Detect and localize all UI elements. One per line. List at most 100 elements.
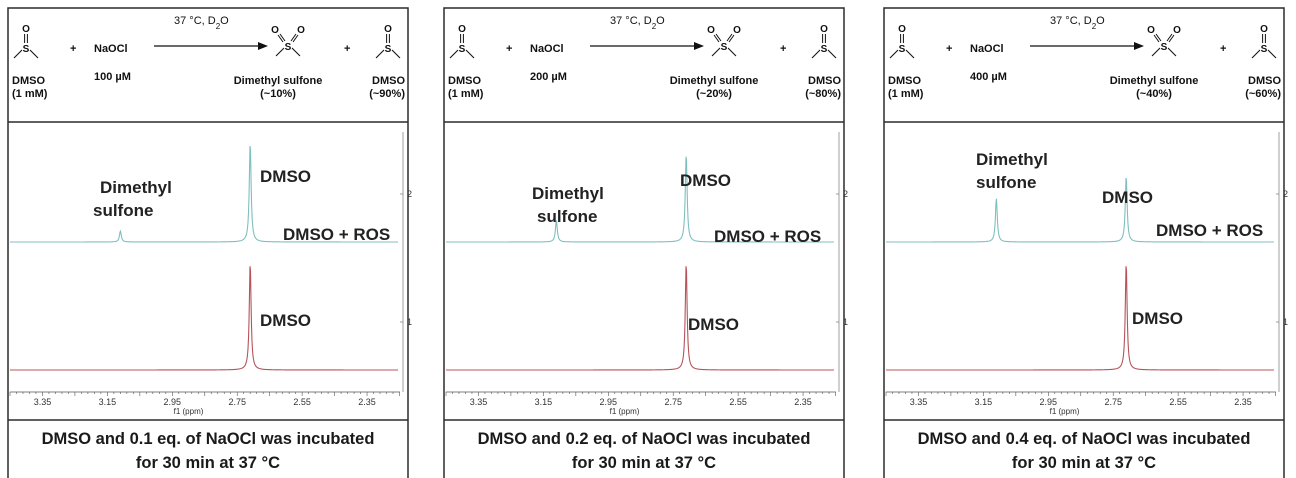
svg-text:O: O (271, 25, 279, 36)
dimethyl-sulfone-structure: SO O (1147, 25, 1181, 57)
svg-text:O: O (1260, 24, 1268, 35)
x-tick-label: 2.55 (1169, 397, 1187, 407)
dimethyl-sulfone-structure: SO O (271, 25, 305, 57)
x-tick-label: 3.15 (99, 397, 117, 407)
reaction-arrowhead (258, 42, 268, 50)
label-dmso-ros: DMSO + ROS (714, 227, 821, 246)
label-dmso-bottom: DMSO (1132, 309, 1183, 328)
caption-line1: DMSO and 0.1 eq. of NaOCl was incubated (42, 430, 375, 448)
caption-line1: DMSO and 0.2 eq. of NaOCl was incubated (478, 430, 811, 448)
svg-text:S: S (899, 44, 906, 55)
reactant-name: DMSO (888, 75, 921, 87)
label-dmso-bottom: DMSO (688, 315, 739, 334)
svg-text:O: O (1147, 25, 1155, 36)
svg-text:S: S (721, 42, 728, 53)
x-tick-label: 3.15 (535, 397, 553, 407)
reagent-name: NaOCl (530, 43, 564, 55)
label-dmso-bottom: DMSO (260, 311, 311, 330)
x-tick-label: 2.35 (794, 397, 812, 407)
reaction-arrowhead (1134, 42, 1144, 50)
x-tick-label: 2.75 (664, 397, 682, 407)
svg-text:O: O (820, 24, 828, 35)
x-tick-label: 2.95 (600, 397, 618, 407)
caption-line2: for 30 min at 37 °C (1012, 454, 1156, 472)
spectrum-trace-1 (446, 266, 834, 371)
remaining-name: DMSO (1248, 75, 1281, 87)
label-dimethyl-sulfone-line2: sulfone (537, 207, 597, 226)
svg-text:S: S (385, 44, 392, 55)
x-tick-label: 3.35 (910, 397, 928, 407)
reagent-amount: 400 µM (970, 71, 1007, 83)
reactant-amount: (1 mM) (888, 88, 924, 100)
spectrum-trace-1 (10, 266, 398, 371)
dmso-structure-right: SO (1251, 24, 1277, 59)
panel-caption: DMSO and 0.1 eq. of NaOCl was incubated f… (42, 430, 375, 472)
label-dimethyl-sulfone-line2: sulfone (93, 201, 153, 220)
product-amount: (~40%) (1136, 88, 1172, 100)
x-tick-label: 3.35 (34, 397, 52, 407)
plus-sign: + (506, 43, 512, 55)
x-tick-label: 3.35 (470, 397, 488, 407)
reaction-conditions: 37 °C, D2O (1050, 15, 1105, 31)
series-index-2: 2 (843, 189, 848, 199)
dimethyl-sulfone-structure: SO O (707, 25, 741, 57)
panel-caption: DMSO and 0.4 eq. of NaOCl was incubated f… (918, 430, 1251, 472)
series-index-1: 1 (1283, 317, 1288, 327)
label-dimethyl-sulfone-line1: Dimethyl (532, 184, 604, 203)
reagent-name: NaOCl (970, 43, 1004, 55)
reagent-amount: 100 µM (94, 71, 131, 83)
x-axis-label: f1 (ppm) (174, 407, 204, 416)
x-tick-label: 2.35 (1234, 397, 1252, 407)
product-amount: (~10%) (260, 88, 296, 100)
svg-text:S: S (285, 42, 292, 53)
svg-text:O: O (458, 24, 466, 35)
reagent-amount: 200 µM (530, 71, 567, 83)
nmr-spectrum: 2 1 3.35 3.15 2.95 2.75 2.55 2.35 f1 (ppm) Dimeth… (9, 132, 412, 416)
product-name: Dimethyl sulfone (1110, 75, 1199, 87)
panel-frame (443, 7, 845, 478)
product-amount: (~20%) (696, 88, 732, 100)
series-index-1: 1 (407, 317, 412, 327)
x-axis-label: f1 (ppm) (610, 407, 640, 416)
label-dmso-ros: DMSO + ROS (1156, 221, 1263, 240)
plus-sign: + (70, 43, 76, 55)
svg-text:S: S (821, 44, 828, 55)
panel-frame (883, 7, 1285, 478)
reaction-conditions: 37 °C, D2O (174, 15, 229, 31)
svg-text:S: S (23, 44, 30, 55)
reactant-amount: (1 mM) (12, 88, 48, 100)
spectrum-trace-1 (886, 266, 1274, 371)
x-tick-label: 2.95 (164, 397, 182, 407)
dmso-structure: SO (13, 24, 39, 59)
product-name: Dimethyl sulfone (234, 75, 323, 87)
label-dmso-top: DMSO (260, 167, 311, 186)
svg-text:S: S (459, 44, 466, 55)
x-tick-label: 2.35 (358, 397, 376, 407)
svg-text:O: O (297, 25, 305, 36)
label-dimethyl-sulfone-line2: sulfone (976, 173, 1036, 192)
caption-line1: DMSO and 0.4 eq. of NaOCl was incubated (918, 430, 1251, 448)
dmso-structure: SO (889, 24, 915, 59)
reactant-name: DMSO (448, 75, 481, 87)
x-tick-label: 2.75 (1104, 397, 1122, 407)
x-axis-label: f1 (ppm) (1050, 407, 1080, 416)
series-index-1: 1 (843, 317, 848, 327)
nmr-spectrum: 2 1 3.35 3.15 2.95 2.75 2.55 2.35 f1 (ppm) Dimeth… (885, 132, 1288, 416)
x-tick-label: 2.75 (228, 397, 246, 407)
plus-sign-2: + (780, 43, 786, 55)
x-tick-label: 2.55 (729, 397, 747, 407)
panel-caption: DMSO and 0.2 eq. of NaOCl was incubated f… (478, 430, 811, 472)
spectrum-trace-2 (10, 146, 398, 243)
caption-line2: for 30 min at 37 °C (572, 454, 716, 472)
svg-text:S: S (1261, 44, 1268, 55)
svg-text:O: O (22, 24, 30, 35)
product-name: Dimethyl sulfone (670, 75, 759, 87)
remaining-name: DMSO (808, 75, 841, 87)
x-tick-label: 3.15 (975, 397, 993, 407)
nmr-spectrum: 2 1 3.35 3.15 2.95 2.75 2.55 2.35 f1 (ppm) Dimeth… (445, 132, 848, 416)
